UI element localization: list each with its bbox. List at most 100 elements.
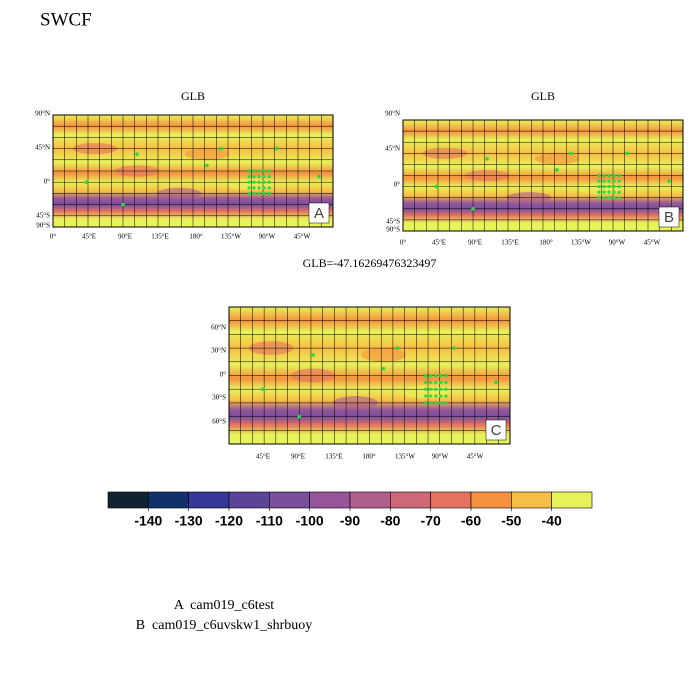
station-dot xyxy=(429,380,433,384)
station-dot xyxy=(297,414,302,419)
lat-label: 60°S xyxy=(212,418,226,426)
station-dot xyxy=(667,179,671,183)
station-dot xyxy=(434,184,439,189)
lon-label: 135°W xyxy=(571,239,591,247)
colorbar-label: -40 xyxy=(542,513,562,529)
lon-label: 45°W xyxy=(467,453,484,461)
station-dot xyxy=(260,387,265,392)
station-dot xyxy=(219,146,223,151)
lon-label: 45°E xyxy=(256,453,270,461)
lat-label: 0° xyxy=(220,371,227,379)
figure-title: SWCF xyxy=(40,9,92,30)
colorbar-box xyxy=(551,491,593,509)
station-dot xyxy=(597,179,601,183)
lon-label: 90°E xyxy=(291,453,305,461)
station-dot xyxy=(602,185,606,189)
station-dot xyxy=(429,394,433,398)
lat-label: 45°S xyxy=(36,212,50,220)
station-dot xyxy=(602,190,606,194)
station-dot xyxy=(607,185,611,189)
station-dot xyxy=(84,180,89,184)
lon-label: 90°W xyxy=(609,239,626,247)
field-feature xyxy=(534,153,580,165)
station-dot xyxy=(424,394,428,398)
colorbar-box xyxy=(349,491,391,509)
station-dot xyxy=(262,191,266,195)
station-dot xyxy=(471,207,475,211)
station-dot xyxy=(612,196,616,200)
lon-label: 90°E xyxy=(118,233,132,241)
colorbar-label: -60 xyxy=(461,513,481,529)
station-dot xyxy=(617,196,621,200)
station-dot xyxy=(424,380,428,384)
lon-label: 135°E xyxy=(325,453,343,461)
panel-letter-box xyxy=(658,206,680,228)
lon-label: 180° xyxy=(189,233,203,241)
legend-entry: A cam019_c6test xyxy=(174,598,274,613)
station-dot xyxy=(602,173,606,178)
colorbar-label: -70 xyxy=(421,513,441,529)
colorbar-label: -140 xyxy=(134,513,162,529)
colorbar-box xyxy=(228,491,270,509)
station-dot xyxy=(597,190,601,194)
station-dot xyxy=(607,196,611,200)
lon-label: 90°W xyxy=(432,453,449,461)
lon-label: 45°E xyxy=(82,233,96,241)
colorbar-box xyxy=(188,491,230,509)
station-dot xyxy=(444,401,448,405)
lat-label: 90°N xyxy=(35,110,50,118)
station-dot xyxy=(485,157,489,161)
station-dot xyxy=(252,186,256,190)
legend-entry: B cam019_c6uvskw1_shrbuoy xyxy=(136,618,313,633)
station-dot xyxy=(597,173,601,178)
station-dot xyxy=(247,180,251,184)
colorbar-box xyxy=(309,491,351,509)
station-dot xyxy=(247,175,251,179)
station-dot xyxy=(607,173,611,178)
lon-label: 135°E xyxy=(151,233,169,241)
station-dot xyxy=(262,175,266,179)
station-dot xyxy=(381,366,386,371)
station-dot xyxy=(267,180,271,184)
panel-title: GLB xyxy=(181,89,205,103)
station-dot xyxy=(267,186,271,190)
station-dot xyxy=(617,179,621,183)
station-dot xyxy=(257,186,261,190)
station-dot xyxy=(612,173,616,178)
station-dot xyxy=(252,175,256,179)
station-dot xyxy=(395,346,400,350)
station-dot xyxy=(262,186,266,190)
station-dot xyxy=(569,151,573,156)
station-dot xyxy=(252,180,256,184)
station-dot xyxy=(617,173,621,178)
station-dot xyxy=(439,394,443,398)
station-dot xyxy=(612,179,616,183)
lat-label: 45°N xyxy=(35,144,50,152)
station-dot xyxy=(452,346,456,350)
station-dot xyxy=(434,387,438,391)
lat-label: 90°S xyxy=(36,222,50,230)
station-dot xyxy=(429,387,433,391)
station-dot xyxy=(252,169,256,173)
lat-label: 90°N xyxy=(385,110,400,118)
lon-label: 45°E xyxy=(432,239,446,247)
station-dot xyxy=(617,185,621,189)
lon-label: 0° xyxy=(400,239,407,247)
lon-label: 0° xyxy=(50,233,57,241)
field-feature xyxy=(361,348,407,362)
station-dot xyxy=(257,169,261,173)
station-dot xyxy=(424,373,428,378)
station-dot xyxy=(247,169,251,173)
lon-label: 90°E xyxy=(468,239,482,247)
colorbar-label: -120 xyxy=(215,513,243,529)
lon-label: 135°E xyxy=(501,239,519,247)
station-dot xyxy=(429,373,433,378)
station-dot xyxy=(267,175,271,179)
colorbar-box xyxy=(148,491,189,509)
station-dot xyxy=(439,373,443,378)
station-dot xyxy=(444,387,448,391)
lat-label: 30°S xyxy=(212,394,226,402)
station-dot xyxy=(444,373,448,378)
colorbar-box xyxy=(107,491,149,509)
